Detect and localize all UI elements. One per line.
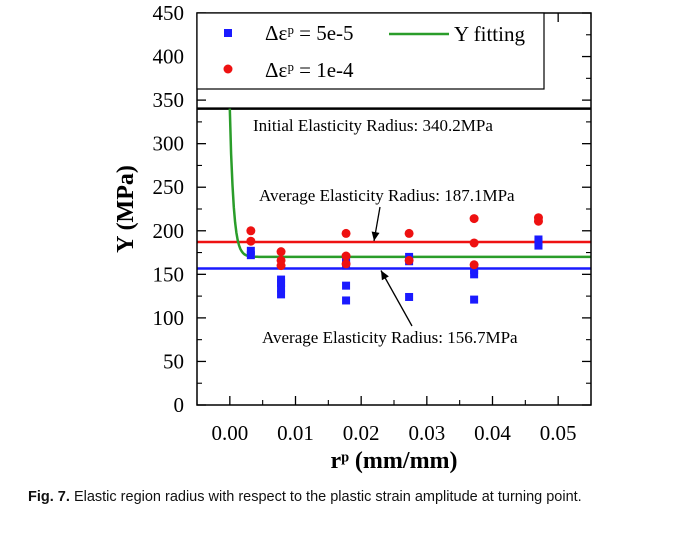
y-tick-label-3: 150	[153, 262, 185, 286]
square-point-15	[470, 270, 479, 279]
y-tick-label-0: 0	[174, 393, 185, 417]
x-tick-label-5: 0.05	[540, 421, 577, 445]
caption-text: Elastic region radius with respect to th…	[73, 489, 582, 505]
circle-point-6	[341, 251, 351, 261]
y-tick-label-2: 100	[153, 306, 185, 330]
circle-point-14	[533, 213, 543, 223]
x-tick-label-1: 0.01	[277, 421, 314, 445]
square-point-5	[277, 275, 286, 284]
square-point-14	[470, 295, 479, 304]
square-point-16	[470, 265, 479, 274]
circle-point-5	[341, 259, 351, 269]
caption-label: Fig. 7.	[28, 489, 70, 505]
square-point-6	[342, 296, 351, 305]
annotation-avg-radius-red: Average Elasticity Radius: 187.1MPa	[259, 186, 515, 205]
y-tick-label-8: 400	[153, 45, 185, 69]
legend-label-5e-5: Δεᵖ = 5e-5	[265, 21, 354, 45]
y-axis-title: Y (MPa)	[113, 165, 139, 253]
legend-box	[196, 12, 545, 90]
square-point-19	[534, 235, 543, 244]
x-tick-label-4: 0.04	[474, 421, 511, 445]
y-tick-label-9: 450	[153, 1, 185, 25]
y-tick-label-1: 50	[163, 349, 184, 373]
legend-label-1e-4: Δεᵖ = 1e-4	[265, 58, 354, 82]
annotation-avg-radius-blue: Average Elasticity Radius: 156.7MPa	[262, 328, 518, 347]
circle-point-0	[246, 236, 256, 246]
legend-circle-marker	[223, 64, 233, 74]
circle-point-7	[341, 228, 351, 238]
y-tick-label-5: 250	[153, 175, 185, 199]
y-tick-label-7: 350	[153, 88, 185, 112]
square-point-2	[277, 290, 286, 299]
chart: 0 50 100 150 200 250 300 350 400 450 0.00 0.01 0.02 0…	[113, 1, 592, 474]
arrow-to-red-line-head	[371, 231, 380, 242]
circle-point-4	[276, 247, 286, 257]
annotation-initial-radius: Initial Elasticity Radius: 340.2MPa	[253, 116, 493, 135]
circle-point-1	[246, 226, 256, 236]
circle-point-8	[404, 255, 414, 265]
circle-point-12	[469, 214, 479, 224]
legend-square-marker	[224, 29, 232, 37]
square-point-3	[277, 284, 286, 293]
y-tick-label-4: 200	[153, 219, 185, 243]
circle-point-11	[469, 238, 479, 248]
legend-label-fitting: Y fitting	[454, 22, 525, 46]
figure-caption: Fig. 7. Elastic region radius with respe…	[28, 487, 683, 507]
arrow-to-blue-line-shaft	[380, 270, 413, 327]
arrow-to-blue-line	[380, 270, 413, 327]
arrow-to-blue-line-head	[381, 270, 389, 281]
x-tick-label-0: 0.00	[211, 421, 248, 445]
circle-point-10	[469, 260, 479, 270]
square-point-1	[246, 246, 255, 255]
arrow-to-red-line	[371, 206, 381, 242]
x-axis-title: rᵖ (mm/mm)	[330, 448, 457, 474]
x-tick-label-2: 0.02	[343, 421, 380, 445]
square-point-11	[405, 292, 414, 301]
square-point-0	[246, 251, 255, 260]
circle-point-9	[404, 228, 414, 238]
y-tick-label-6: 300	[153, 132, 185, 156]
x-tick-label-3: 0.03	[408, 421, 445, 445]
circle-point-3	[276, 255, 286, 265]
square-point-7	[342, 281, 351, 290]
